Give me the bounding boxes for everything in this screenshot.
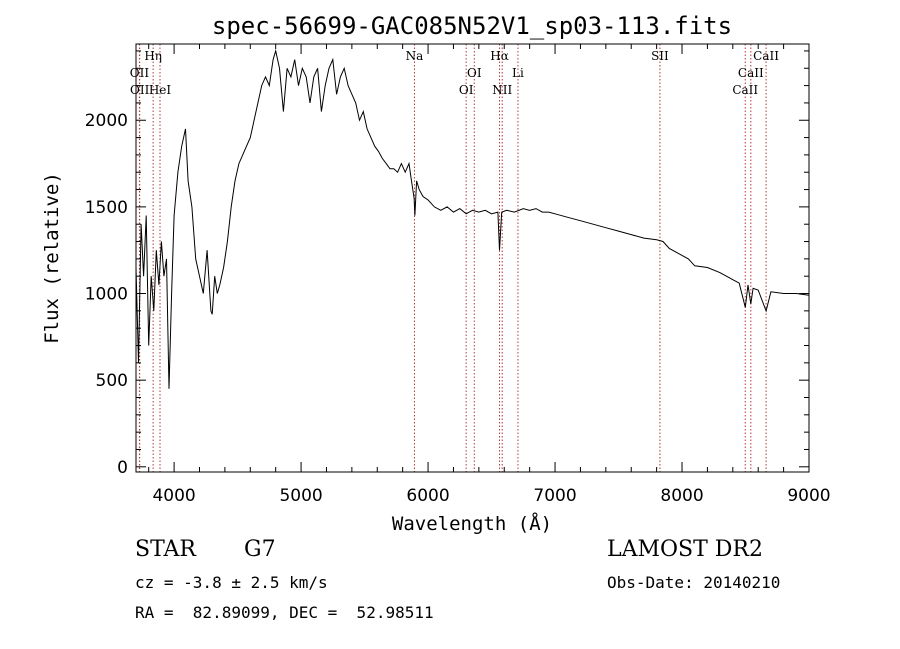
marker-label-10: SII: [651, 49, 669, 63]
chart-title: spec-56699-GAC085N52V1_sp03-113.fits: [212, 12, 732, 40]
x-tick-label-4: 8000: [660, 486, 703, 506]
marker-label-11: CaII: [738, 66, 764, 80]
y-axis-ticks: 0 500 1000 1500 2000: [85, 50, 809, 478]
marker-label-13: CaII: [753, 49, 779, 63]
spectrum-line: [135, 48, 810, 389]
y-axis-label: Flux (relative): [41, 172, 63, 344]
spectral-line-markers: [138, 44, 767, 472]
y-tick-label-2: 1000: [85, 285, 128, 305]
marker-label-4: Na: [406, 49, 424, 63]
marker-label-9: NII: [492, 83, 512, 97]
marker-label-6: OI: [459, 83, 474, 97]
coordinates-text: RA = 82.89099, DEC = 52.98511: [135, 603, 434, 622]
object-subclass: G7: [244, 537, 276, 562]
y-tick-label-0: 0: [117, 458, 128, 478]
x-tick-label-5: 9000: [787, 486, 830, 506]
x-axis-ticks: 4000 5000 6000 7000 8000 9000: [148, 44, 831, 506]
marker-label-5: OI: [467, 66, 482, 80]
y-tick-label-4: 2000: [85, 111, 128, 131]
x-tick-label-3: 7000: [533, 486, 576, 506]
marker-label-3: HeI: [149, 83, 172, 97]
marker-label-7: Hα: [490, 49, 509, 63]
y-tick-label-1: 500: [96, 371, 128, 391]
object-class: STAR: [135, 537, 196, 562]
plot-frame: [135, 43, 810, 473]
x-tick-label-2: 6000: [406, 486, 449, 506]
y-tick-label-3: 1500: [85, 198, 128, 218]
marker-label-12: CaII: [732, 83, 758, 97]
obs-date-text: Obs-Date: 20140210: [607, 573, 781, 592]
redshift-text: cz = -3.8 ± 2.5 km/s: [135, 573, 328, 592]
x-tick-label-0: 4000: [152, 486, 195, 506]
x-tick-label-1: 5000: [279, 486, 322, 506]
marker-label-8: Li: [512, 66, 524, 80]
marker-label-0: Hη: [144, 49, 162, 63]
x-axis-label: Wavelength (Å): [392, 512, 552, 535]
marker-label-1: OII: [130, 66, 150, 80]
survey-name: LAMOST DR2: [607, 537, 763, 562]
marker-label-2: OII: [130, 83, 150, 97]
